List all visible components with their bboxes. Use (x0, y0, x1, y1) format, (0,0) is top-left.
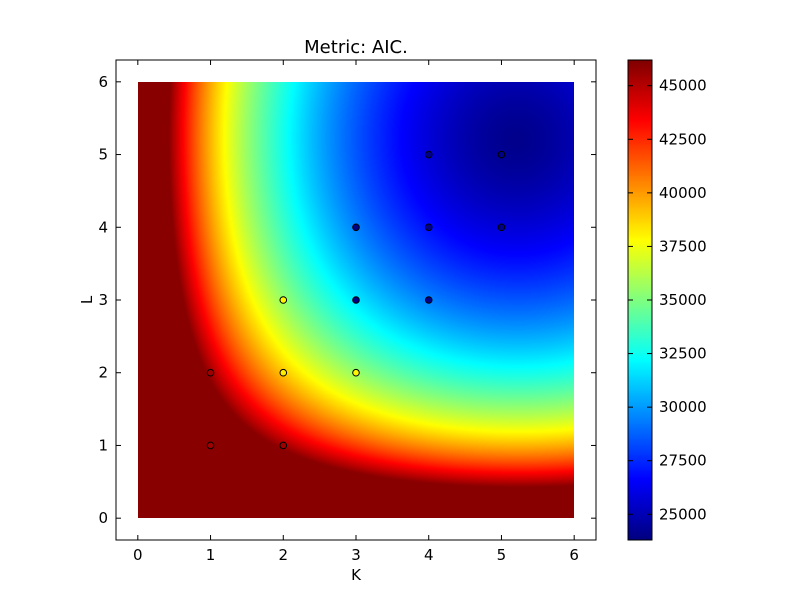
data-point-k1-l1 (206, 441, 215, 450)
data-point-k2-l2 (279, 368, 288, 377)
data-points (206, 150, 506, 450)
y-tick-label: 1 (98, 436, 108, 454)
colorbar-tick-label: 40000 (659, 184, 707, 202)
data-point-k4-l5 (424, 150, 433, 159)
y-tick-label: 6 (98, 73, 108, 91)
colorbar-tick-label: 45000 (659, 77, 707, 95)
colorbar-tick-label: 42500 (659, 130, 707, 148)
y-tick-label: 3 (98, 291, 108, 309)
data-point-k4-l3 (424, 296, 433, 304)
y-tick-label: 4 (98, 218, 108, 236)
colorbar-tick-label: 25000 (659, 505, 707, 523)
colorbar-tick-label: 30000 (659, 398, 707, 416)
colorbar-tick-label: 37500 (659, 237, 707, 255)
x-tick-label: 6 (569, 546, 579, 564)
x-tick-label: 1 (206, 546, 216, 564)
data-point-k3-l2 (352, 368, 360, 377)
y-tick-label: 0 (98, 509, 108, 527)
x-tick-label: 3 (351, 546, 361, 564)
y-tick-label: 2 (98, 364, 108, 382)
y-axis-label: L (78, 295, 96, 304)
data-point-k3-l4 (352, 223, 360, 232)
colorbar-tick-label: 35000 (659, 291, 707, 309)
data-point-k5-l5 (497, 150, 506, 159)
colorbar-tick-label: 32500 (659, 345, 707, 363)
chart-title: Metric: AIC. (304, 37, 408, 58)
data-point-k3-l3 (352, 296, 360, 304)
colorbar-ticks: 25000 27500 30000 32500 35000 37500 40000 42500… (628, 77, 707, 523)
y-axis-ticks: 0 1 2 3 4 5 6 (98, 73, 596, 527)
data-point-k4-l4 (424, 223, 433, 232)
y-tick-label: 5 (98, 146, 108, 164)
data-point-k1-l2 (206, 368, 215, 377)
x-axis-ticks: 0 1 2 3 4 5 6 (133, 60, 579, 564)
x-tick-label: 0 (133, 546, 143, 564)
data-point-k2-l3 (279, 296, 288, 304)
x-tick-label: 4 (424, 546, 434, 564)
x-axis-label: K (351, 566, 362, 584)
x-tick-label: 5 (497, 546, 507, 564)
colorbar-tick-label: 27500 (659, 452, 707, 470)
data-point-k5-l4 (497, 223, 506, 232)
data-point-k2-l1 (279, 441, 288, 450)
colorbar: 25000 27500 30000 32500 35000 37500 40000 42500… (627, 59, 707, 541)
x-tick-label: 2 (278, 546, 288, 564)
